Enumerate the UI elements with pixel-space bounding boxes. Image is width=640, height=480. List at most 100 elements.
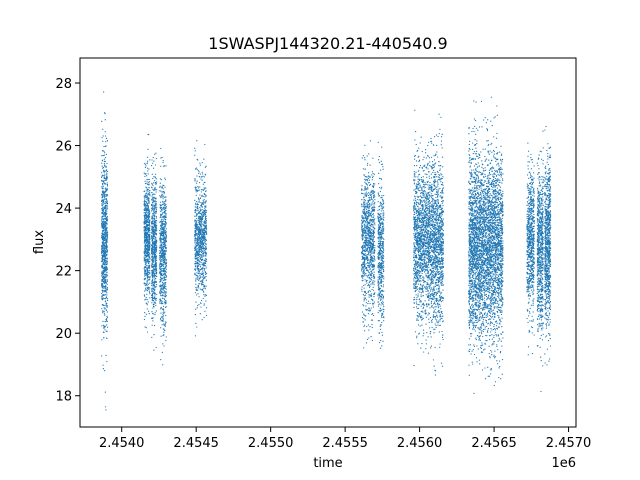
data-point	[102, 128, 104, 130]
data-point	[151, 324, 153, 326]
data-point	[364, 292, 367, 294]
data-point	[205, 279, 207, 281]
data-point	[199, 233, 201, 236]
data-point	[151, 264, 153, 266]
data-point	[380, 207, 382, 209]
data-point	[194, 147, 196, 149]
data-point	[368, 309, 370, 312]
data-point	[202, 231, 204, 234]
data-point	[144, 249, 146, 251]
data-point	[102, 276, 104, 278]
data-point	[200, 221, 202, 223]
data-point	[144, 217, 146, 219]
data-point	[143, 230, 146, 232]
data-point	[106, 211, 108, 213]
data-point	[370, 259, 372, 261]
data-point	[362, 234, 365, 237]
data-point	[150, 294, 153, 297]
data-point	[195, 277, 197, 279]
data-point	[194, 241, 196, 243]
data-point	[164, 296, 167, 298]
data-point	[144, 290, 146, 292]
data-point	[103, 312, 105, 315]
data-point	[165, 212, 167, 215]
data-point	[200, 238, 202, 240]
data-point	[373, 282, 375, 284]
data-point	[160, 327, 162, 329]
data-point	[103, 176, 105, 178]
data-point	[154, 257, 157, 259]
data-point	[143, 248, 146, 250]
data-point	[194, 257, 196, 259]
data-point	[101, 339, 103, 341]
data-point	[199, 206, 201, 209]
data-point	[196, 289, 198, 292]
data-point	[362, 212, 365, 214]
data-point	[101, 179, 103, 181]
data-point	[198, 272, 200, 274]
data-point	[196, 210, 198, 212]
data-point	[154, 212, 156, 214]
data-point	[159, 195, 161, 197]
data-point	[155, 191, 157, 193]
data-point	[104, 326, 106, 328]
data-point	[373, 241, 375, 243]
data-point	[371, 281, 374, 283]
data-point	[364, 227, 366, 229]
data-point	[102, 192, 104, 194]
data-point	[154, 231, 156, 234]
data-point	[102, 167, 104, 169]
data-point	[195, 213, 197, 215]
data-point	[164, 287, 166, 290]
data-point	[369, 261, 371, 263]
data-point	[366, 338, 369, 340]
data-point	[374, 206, 376, 208]
data-point	[204, 216, 206, 219]
data-point	[146, 225, 148, 227]
data-point	[149, 270, 151, 272]
data-point	[104, 179, 106, 182]
data-point	[202, 252, 204, 255]
data-point	[204, 213, 206, 215]
data-point	[163, 258, 166, 261]
data-point	[371, 202, 373, 204]
data-point	[200, 302, 202, 304]
data-point	[369, 140, 372, 142]
data-point	[164, 311, 166, 313]
data-point	[103, 215, 105, 217]
data-point	[372, 226, 374, 228]
data-point	[372, 266, 374, 268]
data-point	[200, 191, 202, 193]
data-point	[199, 257, 201, 259]
data-point	[144, 194, 146, 196]
data-point	[374, 224, 376, 226]
data-point	[203, 234, 205, 237]
data-point	[154, 203, 157, 205]
data-point	[364, 294, 367, 296]
data-point	[361, 188, 363, 190]
data-point	[102, 155, 104, 157]
data-point	[364, 319, 366, 321]
data-point	[146, 293, 148, 295]
data-point	[165, 321, 167, 323]
data-point	[372, 232, 374, 235]
data-point	[101, 260, 103, 263]
data-point	[165, 288, 167, 290]
data-point	[105, 232, 107, 235]
data-point	[205, 244, 207, 246]
data-point	[370, 253, 372, 255]
data-point	[371, 189, 373, 192]
data-point	[372, 302, 374, 304]
data-point	[163, 283, 165, 285]
data-point	[102, 285, 104, 287]
data-point	[366, 179, 368, 181]
data-point	[163, 191, 166, 193]
data-point	[361, 266, 363, 268]
data-point	[366, 237, 368, 239]
data-point	[205, 195, 207, 197]
data-point	[143, 237, 146, 239]
data-point	[102, 214, 104, 216]
data-point	[159, 178, 162, 180]
data-point	[165, 306, 167, 308]
data-point	[198, 251, 201, 253]
